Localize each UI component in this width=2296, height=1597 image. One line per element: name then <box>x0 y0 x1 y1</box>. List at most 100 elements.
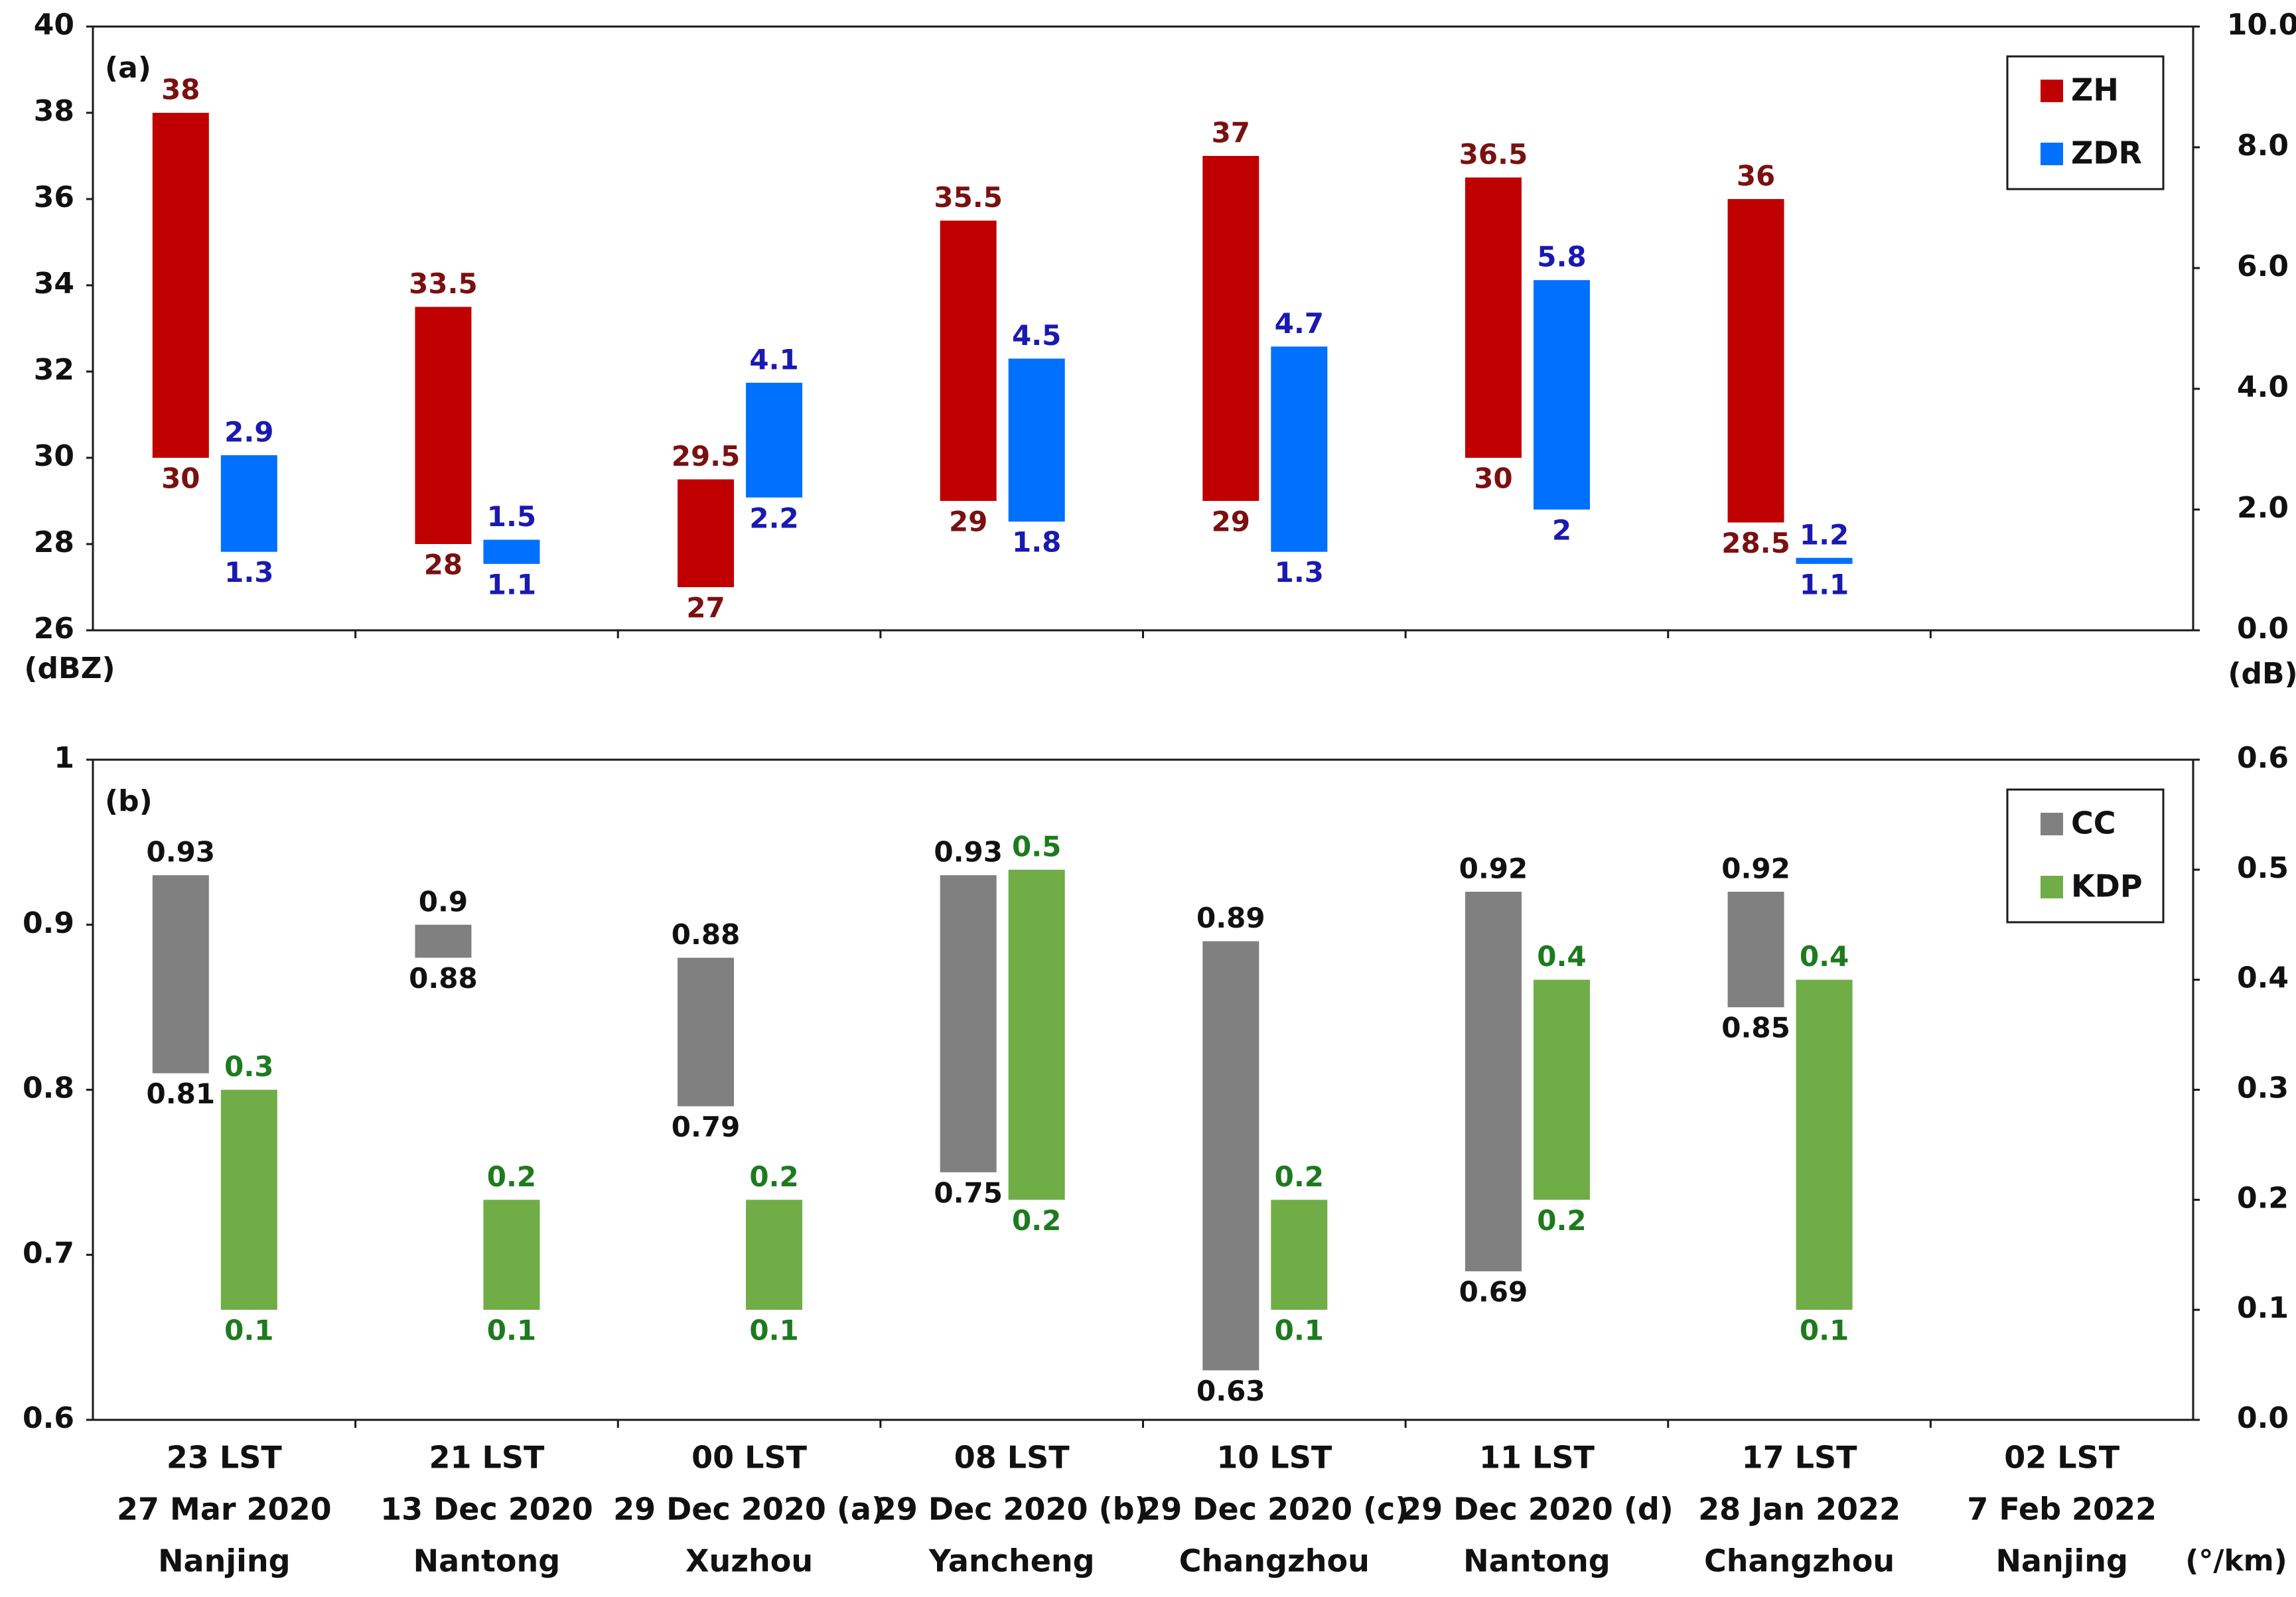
category-label: 29 Dec 2020 (d) <box>1400 1492 1674 1527</box>
legend-box <box>2006 55 2165 190</box>
category-label: 28 Jan 2022 <box>1698 1492 1901 1527</box>
plot-frame <box>92 25 2194 632</box>
y2-tick-label: 0.5 <box>2237 851 2289 885</box>
zdr-bar <box>483 539 540 564</box>
zh-bar <box>1727 199 1784 523</box>
category-label: 29 Dec 2020 (c) <box>1139 1492 1409 1527</box>
zdr-bar <box>1796 557 1853 564</box>
zdr-high-label: 1.5 <box>487 500 536 533</box>
cc-bar <box>1465 892 1522 1272</box>
zdr-bar <box>746 382 803 498</box>
zdr-low-label: 1.3 <box>1275 556 1324 589</box>
kdp-high-label: 0.3 <box>224 1050 273 1083</box>
cc-bar <box>678 957 735 1107</box>
zh-high-label: 36 <box>1737 160 1775 192</box>
series-kdp: 0.3 0.1 0.2 0.1 0.2 0.1 0.5 0.2 0.2 0.1 0.4 0.2 0.4 0… <box>220 830 1853 1347</box>
zh-low-label: 30 <box>161 462 200 495</box>
y-tick-label: 38 <box>34 94 74 128</box>
zh-low-label: 29 <box>1212 506 1250 538</box>
category-label: 29 Dec 2020 (a) <box>613 1492 885 1527</box>
cc-bar <box>415 924 472 958</box>
y-tick-label: 34 <box>34 267 74 301</box>
y2-tick-label: 6.0 <box>2237 249 2289 283</box>
category-label: 21 LST <box>429 1440 545 1476</box>
cc-bar <box>940 875 997 1172</box>
kdp-bar <box>1008 869 1065 1200</box>
legend: ZH ZDR <box>2006 55 2165 190</box>
y2-tick-label: 8.0 <box>2237 129 2289 163</box>
zdr-high-label: 4.1 <box>749 343 798 376</box>
legend-swatch-zdr <box>2041 143 2063 165</box>
cc-bar <box>1202 941 1259 1371</box>
y-tick-label: 0.6 <box>23 1401 74 1435</box>
category-label: Yancheng <box>928 1543 1095 1579</box>
zh-bar <box>940 220 997 501</box>
category-label: Changzhou <box>1704 1543 1895 1579</box>
cc-low-label: 0.69 <box>1459 1276 1528 1308</box>
zh-high-label: 36.5 <box>1459 138 1528 171</box>
kdp-bar <box>746 1200 803 1310</box>
zdr-low-label: 1.1 <box>1800 568 1849 600</box>
y2-tick-label: 0.6 <box>2237 741 2289 775</box>
cc-low-label: 0.63 <box>1196 1375 1265 1407</box>
zh-high-label: 37 <box>1212 117 1250 149</box>
cc-high-label: 0.93 <box>934 836 1003 868</box>
zdr-low-label: 1.8 <box>1012 526 1061 559</box>
series-cc: 0.93 0.81 0.9 0.88 0.88 0.79 0.93 0.75 0.89 0.63 0… <box>146 836 1790 1407</box>
y2-tick-label: 0.0 <box>2237 1401 2289 1435</box>
y2-tick-label: 4.0 <box>2237 370 2289 404</box>
zh-bar <box>415 307 472 544</box>
kdp-bar <box>1533 979 1590 1200</box>
plot-frame <box>92 758 2194 1421</box>
cc-low-label: 0.81 <box>146 1077 215 1110</box>
kdp-bar <box>1271 1200 1328 1310</box>
kdp-bar <box>220 1089 277 1310</box>
cc-bar <box>1727 892 1784 1008</box>
category-label: 7 Feb 2022 <box>1967 1492 2157 1527</box>
zdr-high-label: 2.9 <box>224 416 273 449</box>
kdp-low-label: 0.2 <box>1537 1204 1586 1237</box>
zh-high-label: 35.5 <box>934 181 1003 214</box>
category-label: 29 Dec 2020 (b) <box>875 1492 1149 1527</box>
legend-label-cc: CC <box>2071 805 2116 841</box>
zdr-bar <box>1533 280 1590 510</box>
category-label: 27 Mar 2020 <box>117 1492 332 1527</box>
series-zdr: 2.9 1.3 1.5 1.1 4.1 2.2 4.5 1.8 4.7 1.3 5.8 2 1.2 1.1 <box>220 241 1853 600</box>
zh-low-label: 27 <box>686 592 725 624</box>
cc-high-label: 0.89 <box>1196 902 1265 934</box>
cc-high-label: 0.92 <box>1459 853 1528 885</box>
category-label: Nantong <box>1463 1543 1611 1579</box>
y-axis-label: (dBZ) <box>24 652 115 685</box>
y-tick-label: 28 <box>34 525 74 559</box>
panel-label: (b) <box>105 784 153 818</box>
cc-high-label: 0.88 <box>672 918 741 951</box>
y2-tick-label: 2.0 <box>2237 491 2289 525</box>
category-label: Nanjing <box>1995 1543 2128 1579</box>
y2-axis-label: (dB) <box>2228 657 2296 691</box>
zdr-high-label: 1.2 <box>1800 518 1849 551</box>
zdr-low-label: 1.3 <box>224 556 273 589</box>
y2-tick-label: 0.4 <box>2237 961 2289 995</box>
kdp-high-label: 0.2 <box>1275 1160 1324 1193</box>
legend-swatch-kdp <box>2041 876 2063 898</box>
kdp-high-label: 0.2 <box>749 1160 798 1193</box>
cc-high-label: 0.92 <box>1721 853 1790 885</box>
category-label: 08 LST <box>954 1440 1070 1476</box>
zh-bar <box>152 113 209 458</box>
zdr-high-label: 4.7 <box>1275 307 1324 340</box>
zdr-low-label: 2.2 <box>749 502 798 534</box>
category-label: 11 LST <box>1479 1440 1595 1476</box>
zdr-bar <box>220 455 277 552</box>
y2-tick-label: 0.0 <box>2237 612 2289 646</box>
zh-low-label: 30 <box>1474 462 1512 495</box>
y-tick-label: 32 <box>34 353 74 387</box>
zdr-low-label: 2 <box>1552 514 1571 547</box>
y-tick-label: 0.9 <box>23 906 74 940</box>
category-label: Nanjing <box>158 1543 291 1579</box>
zdr-high-label: 5.8 <box>1537 241 1586 273</box>
kdp-low-label: 0.1 <box>1800 1314 1849 1347</box>
zdr-bar <box>1271 346 1328 552</box>
category-label: Nantong <box>413 1543 561 1579</box>
zh-high-label: 38 <box>161 74 200 106</box>
